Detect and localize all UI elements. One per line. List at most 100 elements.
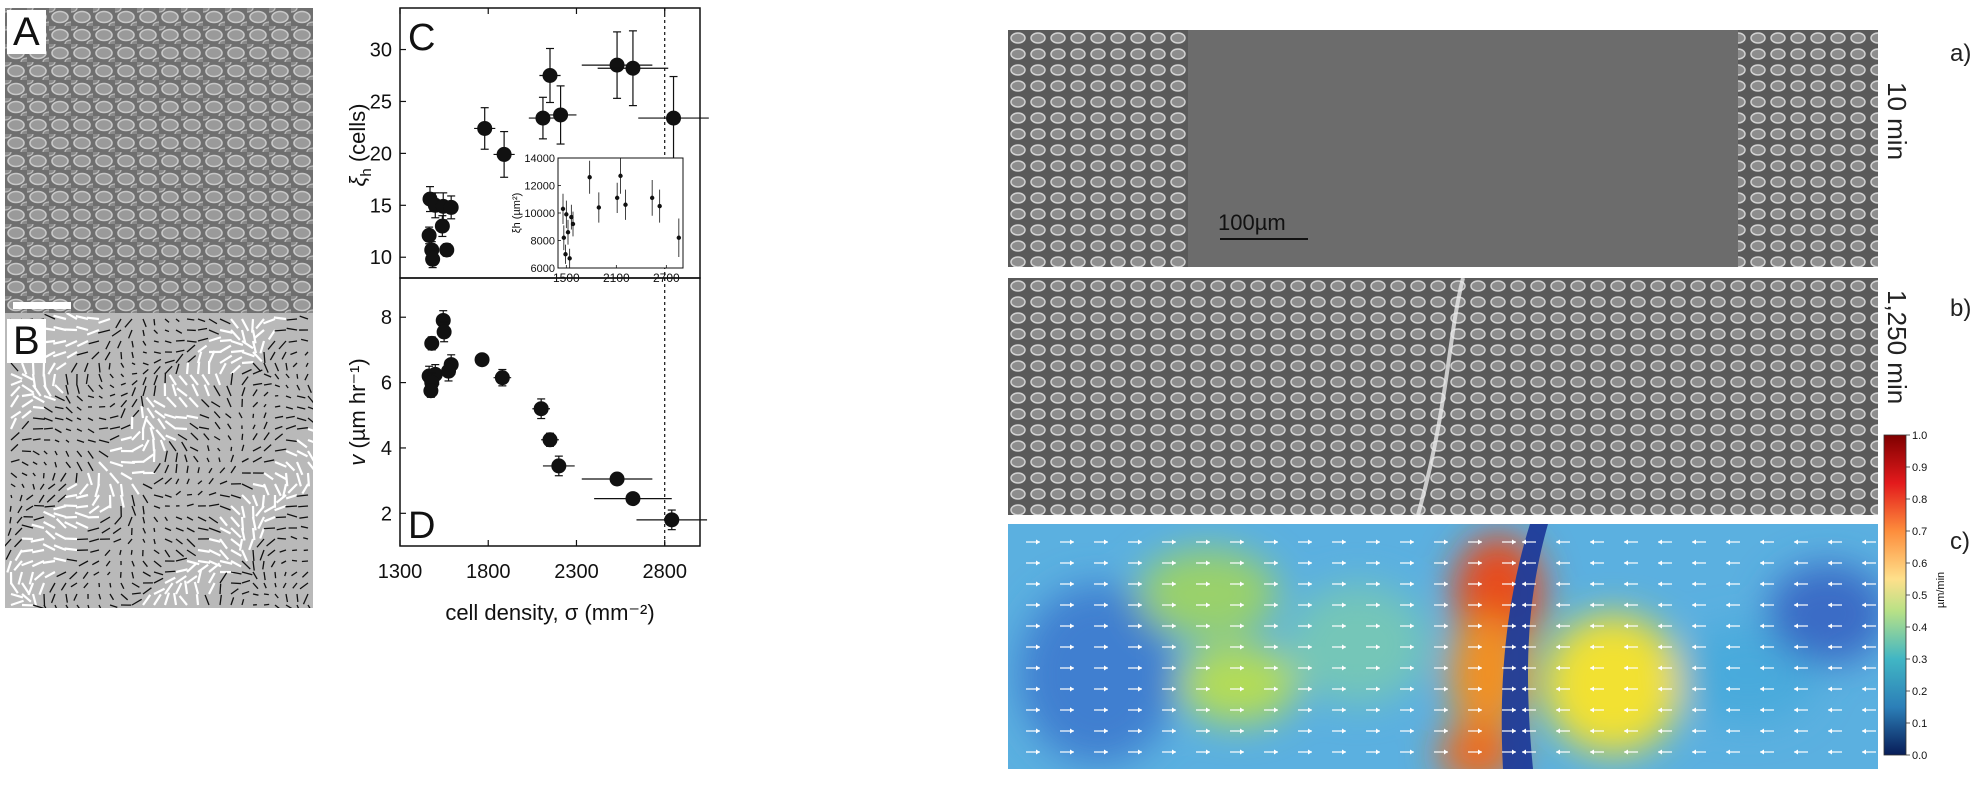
velocity-vector (230, 364, 241, 375)
colorbar-tick-label: 0.9 (1912, 462, 1927, 474)
velocity-vector (241, 340, 254, 350)
velocity-vector (44, 571, 56, 579)
velocity-vector (5, 549, 12, 560)
velocity-vector (38, 494, 45, 503)
velocity-vector (230, 505, 241, 516)
heatmap-arrow-head (1410, 665, 1414, 671)
velocity-vector (296, 417, 307, 422)
velocity-vector (75, 521, 89, 529)
velocity-vector (227, 423, 232, 430)
velocity-vector (201, 373, 210, 386)
heatmap-arrow-head (1308, 602, 1312, 608)
velocity-vector (227, 435, 232, 441)
velocity-vector (90, 549, 100, 553)
heatmap-arrow-head (1624, 581, 1628, 587)
chart-d-point (435, 312, 451, 328)
velocity-vector (153, 462, 161, 474)
velocity-vector (263, 472, 274, 481)
velocity-vector (262, 560, 265, 570)
velocity-vector (307, 406, 313, 410)
velocity-vector (201, 399, 210, 408)
heatmap-arrow-head (1522, 539, 1526, 545)
velocity-vector (263, 351, 266, 363)
heatmap-arrow-head (1206, 665, 1210, 671)
velocity-vector (131, 494, 136, 507)
velocity-vector (153, 477, 164, 485)
velocity-vector (31, 548, 45, 554)
velocity-vector (53, 544, 67, 552)
velocity-vector (252, 369, 263, 375)
heatmap-arrow-head (1104, 560, 1108, 566)
velocity-vector (47, 483, 56, 490)
heatmap-arrow-head (1172, 602, 1176, 608)
velocity-vector (75, 493, 89, 499)
velocity-vector (43, 604, 47, 608)
heatmap-arrow-head (1794, 560, 1798, 566)
velocity-vector (285, 449, 298, 457)
velocity-vector (153, 399, 166, 408)
velocity-vector (32, 483, 36, 490)
velocity-vector (131, 362, 136, 366)
velocity-vector (10, 443, 19, 452)
velocity-vector (131, 351, 134, 359)
velocity-vector (142, 494, 149, 504)
velocity-vector (267, 340, 276, 350)
chart-c-ytick-label: 30 (370, 40, 392, 62)
velocity-vector (252, 351, 263, 363)
velocity-vector (120, 362, 125, 368)
velocity-vector (252, 362, 262, 372)
velocity-vector (296, 395, 306, 399)
velocity-vector (213, 435, 221, 441)
velocity-vector (274, 433, 284, 441)
heatmap-arrow-head (1726, 749, 1730, 755)
velocity-vector (142, 368, 149, 375)
chart-c-ytick-label: 20 (370, 143, 392, 165)
heatmap-arrow-head (1512, 602, 1516, 608)
velocity-vector (98, 417, 107, 421)
velocity-vector (131, 592, 141, 595)
velocity-vector (152, 439, 156, 452)
heatmap-arrow-head (1794, 728, 1798, 734)
velocity-vector (60, 472, 67, 482)
chart-d-xtick-label: 1800 (466, 561, 511, 583)
velocity-vector (230, 356, 243, 364)
heatmap-arrow-head (1512, 686, 1516, 692)
velocity-vector (145, 418, 155, 430)
heatmap-arrow-head (1070, 602, 1074, 608)
velocity-vector (30, 537, 45, 543)
velocity-vector (307, 395, 313, 404)
velocity-vector (98, 427, 109, 430)
velocity-vector (263, 412, 267, 419)
chart-c-point (496, 146, 512, 162)
velocity-vector (285, 395, 292, 399)
velocity-vector (230, 372, 234, 386)
velocity-vector (87, 417, 94, 422)
velocity-vector (230, 494, 242, 499)
velocity-vector (263, 373, 272, 378)
heatmap-arrow-head (1308, 644, 1312, 650)
velocity-vector (213, 385, 221, 397)
chart-c-inset: 6000 8000 10000 12000 14000 1500 2100 2700 ξh (µ… (511, 153, 684, 285)
heatmap-arrow-head (1274, 602, 1278, 608)
heatmap-arrow-head (1794, 623, 1798, 629)
velocity-vector (109, 472, 120, 485)
velocity-vector (86, 472, 93, 486)
chart-c-ytick-label: 15 (370, 195, 392, 217)
velocity-vector (302, 593, 309, 605)
velocity-vector (17, 505, 23, 514)
colorbar-tick-label: 0.6 (1912, 558, 1927, 570)
velocity-vector (196, 351, 203, 364)
velocity-vector (251, 527, 256, 541)
velocity-vector (210, 401, 221, 408)
velocity-vector (120, 382, 126, 386)
velocity-vector (219, 338, 232, 343)
velocity-vector (43, 450, 48, 455)
heatmap-arrow-head (1342, 665, 1346, 671)
inset-point (618, 173, 623, 179)
velocity-vector (21, 373, 34, 381)
velocity-vector (241, 350, 255, 358)
velocity-vector (186, 562, 197, 573)
velocity-vector (263, 444, 272, 452)
velocity-vector (304, 373, 309, 381)
heatmap-arrow-head (1658, 623, 1662, 629)
